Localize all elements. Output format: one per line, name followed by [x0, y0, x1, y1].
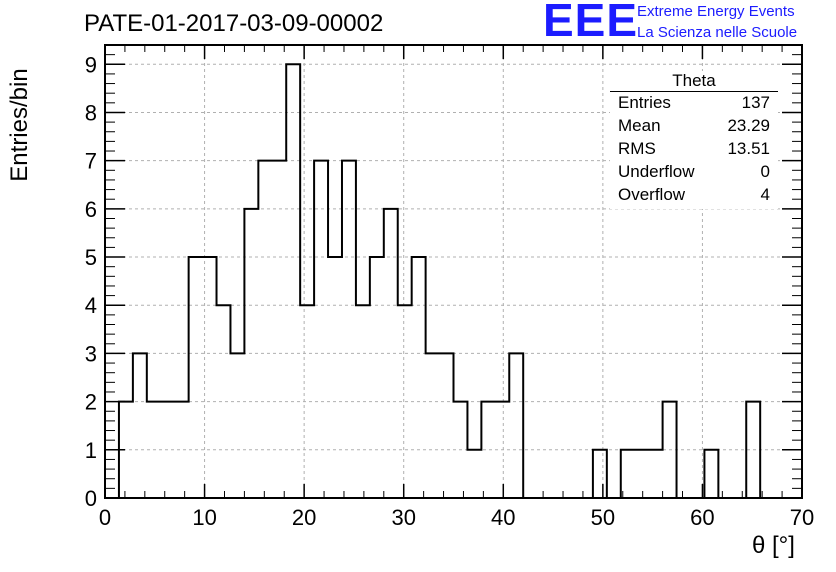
logo-line-2: La Scienza nelle Scuole — [637, 24, 798, 41]
stats-value: 13.51 — [727, 139, 770, 158]
x-tick-label: 30 — [391, 505, 415, 530]
stats-row-underflow: Underflow 0 — [618, 162, 770, 184]
y-tick-label: 8 — [85, 100, 97, 125]
y-tick-label: 6 — [85, 197, 97, 222]
stats-divider — [610, 91, 778, 92]
stats-box: Theta Entries 137 Mean 23.29 RMS 13.51 U… — [610, 71, 778, 209]
stats-title: Theta — [672, 71, 716, 90]
stats-row-mean: Mean 23.29 — [618, 116, 770, 138]
x-axis-label: θ [°] — [752, 532, 795, 559]
y-axis-label: Entries/bin — [6, 68, 33, 182]
x-tick-label: 10 — [192, 505, 216, 530]
stats-label: RMS — [618, 139, 656, 158]
y-tick-label: 2 — [85, 390, 97, 415]
x-tick-label: 20 — [292, 505, 316, 530]
y-tick-label: 5 — [85, 245, 97, 270]
logo-line-1: Extreme Energy Events — [637, 3, 795, 20]
stats-label: Overflow — [618, 185, 686, 204]
x-tick-label: 50 — [591, 505, 615, 530]
y-tick-label: 7 — [85, 149, 97, 174]
stats-row-entries: Entries 137 — [618, 93, 770, 115]
histogram-line — [105, 63, 802, 499]
eee-logo: EEE — [543, 0, 639, 46]
stats-label: Mean — [618, 116, 661, 135]
stats-value: 23.29 — [727, 116, 770, 135]
y-tick-label: 1 — [85, 438, 97, 463]
stats-value: 0 — [760, 162, 770, 181]
plot-frame — [104, 44, 803, 499]
stats-row-rms: RMS 13.51 — [618, 139, 770, 161]
stats-value: 4 — [760, 185, 770, 204]
y-tick-label: 0 — [85, 486, 97, 511]
stats-label: Underflow — [618, 162, 695, 181]
y-tick-label: 4 — [85, 293, 97, 318]
stats-row-overflow: Overflow 4 — [618, 185, 770, 207]
y-axis-label-wrap: Entries/bin — [0, 68, 40, 181]
x-tick-label: 70 — [790, 505, 814, 530]
axis-ticks — [104, 44, 803, 499]
y-tick-label: 9 — [85, 52, 97, 77]
y-tick-label: 3 — [85, 341, 97, 366]
x-tick-label: 60 — [690, 505, 714, 530]
x-tick-label: 0 — [99, 505, 111, 530]
stats-value: 137 — [741, 93, 770, 112]
x-tick-label: 40 — [491, 505, 515, 530]
stats-label: Entries — [618, 93, 671, 112]
chart-title: PATE-01-2017-03-09-00002 — [84, 10, 384, 37]
